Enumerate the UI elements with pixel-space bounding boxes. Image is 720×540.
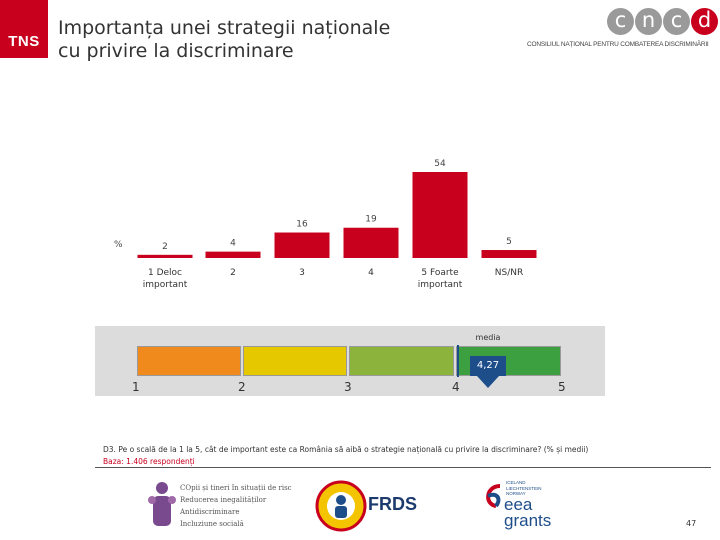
bar-value-label-2: 4 (230, 239, 236, 249)
footer-divider (95, 467, 711, 468)
bar-2 (205, 251, 261, 258)
category-label-3: 3 (299, 268, 305, 278)
frds-emblem-icon (315, 480, 367, 532)
cncd-letter-d: d (691, 8, 718, 35)
eea-country-1: ICELAND (506, 480, 526, 485)
bar-value-label-1: 2 (162, 242, 168, 252)
programme-logo: COpii și tineri în situații de risc Redu… (145, 478, 295, 534)
cncd-letter-n: n (635, 8, 662, 35)
cncd-logo: c n c d CONSILIUL NAȚIONAL PENTRU COMBAT… (525, 6, 720, 58)
scale-label-4: 4 (452, 380, 460, 394)
scale-label-5: 5 (558, 380, 566, 394)
tns-logo-text: TNS (8, 33, 40, 50)
percent-unit-label: % (114, 240, 123, 250)
bar-4 (343, 227, 399, 258)
bar-5 (412, 172, 468, 258)
cncd-full-name: CONSILIUL NAȚIONAL PENTRU COMBATEREA DIS… (527, 41, 709, 48)
scale-label-2: 2 (238, 380, 246, 394)
frds-text: FRDS (368, 494, 417, 514)
bar-3 (274, 232, 330, 258)
mean-caption: media (475, 333, 501, 342)
bar-1 (137, 254, 193, 258)
mean-marker-line (457, 345, 459, 377)
logo1-line-4: Incluziune socială (180, 520, 244, 528)
people-icon (148, 482, 176, 526)
cncd-letter-c1: c (607, 8, 634, 35)
bar-value-label-3: 16 (296, 220, 308, 230)
category-label-2: 2 (230, 268, 236, 278)
logo1-line-1: COpii și tineri în situații de risc (180, 484, 292, 492)
category-label-1-line-1: 1 Deloc (148, 268, 182, 278)
bar-value-label-5: 54 (434, 159, 446, 169)
category-label-6: NS/NR (495, 268, 523, 278)
scale-label-3: 3 (344, 380, 352, 394)
eea-country-2: LIECHTENSTEIN (506, 485, 542, 491)
base-text: Baza: 1.406 respondenți (103, 457, 195, 466)
eea-country-3: NORWAY (506, 491, 526, 496)
logo1-line-2: Reducerea inegalităților (180, 496, 267, 504)
eea-text: eea (504, 495, 533, 514)
scale-label-1: 1 (132, 380, 140, 394)
mean-pointer-icon (477, 376, 499, 388)
category-label-5-line-1: 5 Foarte (421, 268, 459, 278)
grants-text: grants (504, 511, 552, 530)
mean-value-badge: 4,27 (470, 356, 506, 376)
scale-segment-1 (137, 346, 241, 376)
frds-logo: FRDS (313, 478, 417, 534)
scale-segment-3 (349, 346, 454, 376)
tns-logo: TNS (0, 0, 48, 58)
bar-value-label-4: 19 (365, 215, 377, 225)
category-label-4: 4 (368, 268, 374, 278)
logo1-line-3: Antidiscriminare (180, 508, 240, 516)
category-label-1-line-2: important (143, 280, 188, 290)
category-label-5-line-2: important (418, 280, 463, 290)
page-number: 47 (686, 519, 697, 528)
bar-value-label-6: 5 (506, 237, 512, 247)
scale-segment-2 (243, 346, 347, 376)
bar-6 (481, 250, 537, 258)
eea-swirl-icon (486, 484, 501, 508)
cncd-letter-c2: c (663, 8, 690, 35)
question-text: D3. Pe o scală de la 1 la 5, cât de impo… (103, 445, 589, 454)
title-line-1: Importanța unei strategii naționale (58, 17, 391, 39)
title-line-2: cu privire la discriminare (58, 40, 294, 62)
eea-grants-logo: ICELAND LIECHTENSTEIN NORWAY eea grants (480, 478, 590, 534)
bar-chart: 2 1 Deloc important 4 2 16 3 19 4 54 5 Foarte impor… (137, 159, 537, 290)
page-title: Importanța unei strategii naționale cu p… (58, 17, 390, 63)
